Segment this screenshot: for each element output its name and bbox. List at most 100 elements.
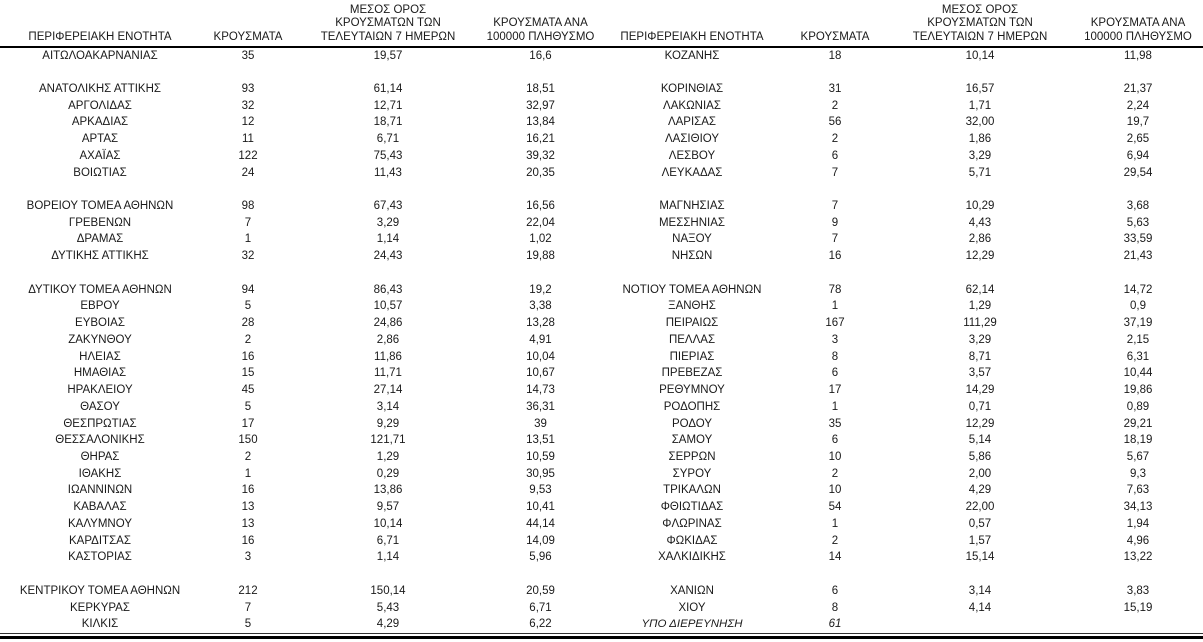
region-cell: ΗΜΑΘΙΑΣ [73,367,127,380]
bottom-rule-thin [0,632,1203,634]
table-row: ΔΥΤΙΚΟΥ ΤΟΜΕΑ ΑΘΗΝΩΝ 94 86,43 19,2 [0,281,601,298]
per100k-cell: 16,21 [526,133,555,146]
avg7-cell: 10,29 [965,199,995,212]
per100k-cell: 5,63 [1126,216,1150,229]
cases-cell: 7 [831,233,839,246]
cases-cell: 7 [244,601,252,614]
region-cell: ΣΑΜΟΥ [671,434,713,447]
region-cell: ΝΑΞΟΥ [672,233,712,246]
per100k-cell [1073,64,1203,81]
avg7-cell: 11,86 [374,350,402,363]
cases-cell: 13 [241,501,255,514]
avg7-cell [887,265,1073,282]
avg7-cell: 6,71 [376,133,400,146]
region-cell [0,181,200,198]
avg7-cell: 8,71 [968,350,992,363]
region-cell: ΑΡΚΑΔΙΑΣ [71,116,129,129]
table-row: ΥΠΟ ΔΙΕΡΕΥΝΗΣΗ 61 [601,616,1203,633]
per100k-cell: 34,13 [1123,501,1153,514]
per100k-cell: 30,95 [526,467,555,480]
region-cell: ΓΡΕΒΕΝΩΝ [68,216,132,229]
cases-cell: 98 [241,199,255,212]
avg7-cell: 16,57 [965,82,995,95]
spacer-row [601,265,1203,282]
cases-cell: 2 [244,333,252,346]
per100k-cell: 14,72 [1123,283,1153,296]
table-row: ΡΟΔΟΠΗΣ 1 0,71 0,89 [601,398,1203,415]
region-cell: ΧΑΛΚΙΔΙΚΗΣ [658,551,726,564]
cases-cell: 150 [238,434,258,447]
per100k-cell: 5,67 [1126,450,1150,463]
per100k-cell: 13,84 [526,116,555,129]
cases-cell: 167 [825,317,845,330]
table-row: ΜΕΣΣΗΝΙΑΣ 9 4,43 5,63 [601,214,1203,231]
region-cell: ΕΒΡΟΥ [80,300,120,313]
cases-cell [200,265,296,282]
region-cell [0,265,200,282]
per100k-cell: 4,96 [1126,534,1150,547]
per100k-cell [480,64,601,81]
region-cell: ΡΟΔΟΥ [671,417,713,430]
table-row: ΦΘΙΩΤΙΔΑΣ 54 22,00 34,13 [601,499,1203,516]
regional-table-right: ΠΕΡΙΦΕΡΕΙΑΚΗ ΕΝΟΤΗΤΑ ΚΡΟΥΣΜΑΤΑ ΜΕΣΟΣ ΟΡΟ… [601,0,1203,633]
avg7-cell: 86,43 [373,283,403,296]
avg7-cell: 10,14 [965,49,995,62]
region-cell: ΚΑΛΥΜΝΟΥ [68,517,132,530]
header-row: ΠΕΡΙΦΕΡΕΙΑΚΗ ΕΝΟΤΗΤΑ ΚΡΟΥΣΜΑΤΑ ΜΕΣΟΣ ΟΡΟ… [601,0,1203,48]
avg7-cell: 121,71 [370,434,406,447]
column-header-cases: ΚΡΟΥΣΜΑΤΑ [200,0,296,48]
cases-cell: 16 [828,250,842,263]
avg7-cell: 2,86 [968,233,992,246]
per100k-cell: 9,3 [1130,467,1146,480]
table-row: ΚΙΛΚΙΣ 5 4,29 6,22 [0,616,601,633]
avg7-cell: 61,14 [373,82,403,95]
avg7-cell: 3,29 [968,149,992,162]
region-cell: ΚΑΡΔΙΤΣΑΣ [69,534,131,547]
per100k-cell: 0,89 [1126,400,1150,413]
per100k-cell: 13,51 [526,434,555,447]
avg7-cell: 5,86 [968,450,992,463]
spacer-row [0,64,601,81]
avg7-cell: 3,29 [968,333,992,346]
avg7-cell: 12,29 [965,250,995,263]
region-cell: ΚΕΝΤΡΙΚΟΥ ΤΟΜΕΑ ΑΘΗΝΩΝ [19,584,181,597]
region-cell: ΚΑΣΤΟΡΙΑΣ [68,551,132,564]
per100k-cell [1073,566,1203,583]
cases-cell: 35 [828,417,842,430]
table-row: ΔΥΤΙΚΗΣ ΑΤΤΙΚΗΣ 32 24,43 19,88 [0,248,601,265]
avg7-cell: 27,14 [373,384,403,397]
table-row: ΑΝΑΤΟΛΙΚΗΣ ΑΤΤΙΚΗΣ 93 61,14 18,51 [0,80,601,97]
cases-cell [200,566,296,583]
per100k-cell: 0,9 [1130,300,1146,313]
avg7-cell: 12,29 [965,417,995,430]
table-row: ΒΟΡΕΙΟΥ ΤΟΜΕΑ ΑΘΗΝΩΝ 98 67,43 16,56 [0,198,601,215]
table-row: ΘΗΡΑΣ 2 1,29 10,59 [0,449,601,466]
cases-cell: 28 [241,317,255,330]
cases-cell: 11 [242,133,254,146]
table-row: ΡΟΔΟΥ 35 12,29 29,21 [601,415,1203,432]
table-row: ΠΕΛΛΑΣ 3 3,29 2,15 [601,331,1203,348]
table-row: ΣΥΡΟΥ 2 2,00 9,3 [601,465,1203,482]
table-row: ΙΘΑΚΗΣ 1 0,29 30,95 [0,465,601,482]
table-row: ΘΕΣΠΡΩΤΙΑΣ 17 9,29 39 [0,415,601,432]
region-cell: ΑΧΑΪΑΣ [79,149,121,162]
per100k-cell: 13,28 [526,317,555,330]
region-cell: ΜΕΣΣΗΝΙΑΣ [658,216,726,229]
table-header-right: ΠΕΡΙΦΕΡΕΙΑΚΗ ΕΝΟΤΗΤΑ ΚΡΟΥΣΜΑΤΑ ΜΕΣΟΣ ΟΡΟ… [601,0,1203,48]
region-cell: ΚΑΒΑΛΑΣ [73,501,127,514]
cases-cell: 32 [241,250,255,263]
avg7-cell: 67,43 [373,199,403,212]
per100k-cell: 36,31 [526,400,555,413]
avg7-cell: 3,29 [376,216,400,229]
cases-cell: 5 [244,300,252,313]
table-row: ΦΛΩΡΙΝΑΣ 1 0,57 1,94 [601,516,1203,533]
table-row: ΓΡΕΒΕΝΩΝ 7 3,29 22,04 [0,214,601,231]
per100k-cell: 33,59 [1123,233,1153,246]
region-cell [0,64,200,81]
region-cell: ΠΕΙΡΑΙΩΣ [665,317,719,330]
per100k-cell: 13,22 [1123,551,1153,564]
table-row: ΧΑΝΙΩΝ 6 3,14 3,83 [601,583,1203,600]
per100k-cell [480,265,601,282]
column-header-cases: ΚΡΟΥΣΜΑΤΑ [783,0,887,48]
